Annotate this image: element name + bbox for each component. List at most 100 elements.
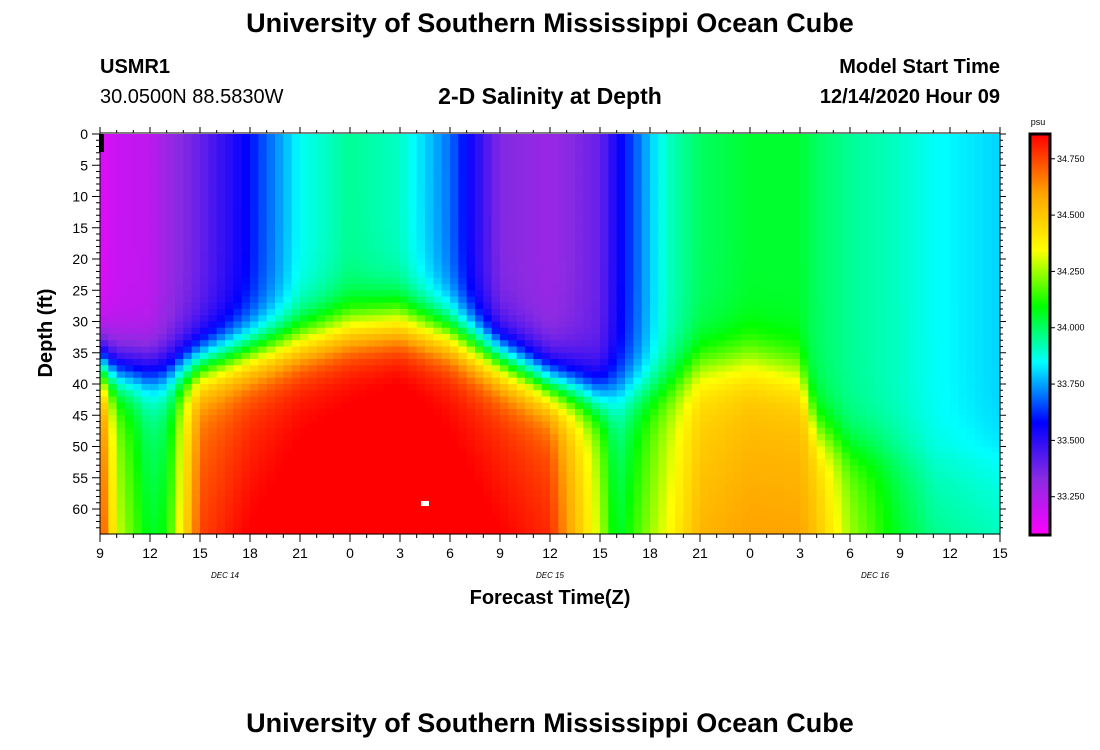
heatmap-cell xyxy=(158,334,168,341)
heatmap-cell xyxy=(283,315,293,323)
heatmap-cell xyxy=(591,371,601,379)
heatmap-cell xyxy=(541,390,551,398)
heatmap-cell xyxy=(466,302,476,310)
heatmap-cell xyxy=(500,352,509,360)
heatmap-cell xyxy=(491,234,501,241)
heatmap-cell xyxy=(650,227,659,235)
heatmap-cell xyxy=(416,221,426,229)
heatmap-cell xyxy=(233,465,243,473)
heatmap-cell xyxy=(383,434,393,441)
heatmap-cell xyxy=(616,234,626,241)
heatmap-cell xyxy=(533,184,543,191)
heatmap-cell xyxy=(258,521,268,529)
heatmap-cell xyxy=(658,434,668,441)
heatmap-cell xyxy=(600,421,609,429)
heatmap-cell xyxy=(650,190,659,198)
heatmap-cell xyxy=(483,459,493,466)
heatmap-cell xyxy=(275,446,284,454)
heatmap-cell xyxy=(191,340,201,348)
heatmap-cell xyxy=(333,246,343,254)
heatmap-cell xyxy=(258,446,268,454)
heatmap-cell xyxy=(375,327,384,335)
heatmap-cell xyxy=(433,471,443,479)
heatmap-cell xyxy=(191,227,201,235)
heatmap-cell xyxy=(225,459,234,466)
heatmap-cell xyxy=(341,284,351,291)
heatmap-cell xyxy=(325,352,334,360)
heatmap-cell xyxy=(191,377,201,385)
heatmap-cell xyxy=(450,527,459,535)
heatmap-cell xyxy=(616,227,626,235)
heatmap-cell xyxy=(500,490,509,498)
heatmap-cell xyxy=(333,234,343,241)
heatmap-cell xyxy=(308,365,318,373)
heatmap-cell xyxy=(325,171,334,179)
heatmap-cell xyxy=(141,134,151,141)
heatmap-cell xyxy=(583,465,593,473)
heatmap-cell xyxy=(133,252,143,260)
heatmap-cell xyxy=(650,284,659,291)
heatmap-cell xyxy=(175,284,184,291)
heatmap-cell xyxy=(508,159,518,166)
heatmap-cell xyxy=(675,252,684,260)
heatmap-cell xyxy=(350,490,359,498)
heatmap-cell xyxy=(325,234,334,241)
heatmap-cell xyxy=(616,165,626,173)
heatmap-cell xyxy=(416,509,426,516)
heatmap-cell xyxy=(175,146,184,154)
heatmap-cell xyxy=(125,240,134,248)
heatmap-cell xyxy=(675,434,684,441)
heatmap-cell xyxy=(700,190,709,198)
heatmap-cell xyxy=(466,452,476,460)
heatmap-cell xyxy=(425,509,434,516)
heatmap-cell xyxy=(483,171,493,179)
heatmap-cell xyxy=(483,346,493,354)
heatmap-cell xyxy=(266,221,276,229)
heatmap-cell xyxy=(675,146,684,154)
heatmap-cell xyxy=(466,465,476,473)
heatmap-cell xyxy=(283,421,293,429)
heatmap-cell xyxy=(291,290,301,298)
heatmap-cell xyxy=(725,340,734,348)
heatmap-cell xyxy=(533,446,543,454)
heatmap-cell xyxy=(175,421,184,429)
heatmap-cell xyxy=(350,415,359,423)
heatmap-cell xyxy=(366,271,376,279)
heatmap-cell xyxy=(533,309,543,316)
heatmap-cell xyxy=(475,277,484,285)
heatmap-cell xyxy=(333,296,343,304)
heatmap-cell xyxy=(483,515,493,523)
heatmap-cell xyxy=(675,315,684,323)
heatmap-cell xyxy=(550,515,559,523)
heatmap-cell xyxy=(216,315,226,323)
heatmap-cell xyxy=(450,265,459,273)
heatmap-cell xyxy=(450,459,459,466)
heatmap-cell xyxy=(100,490,109,498)
heatmap-cell xyxy=(108,196,118,204)
heatmap-cell xyxy=(350,371,359,379)
heatmap-cell xyxy=(658,171,668,179)
heatmap-cell xyxy=(541,240,551,248)
heatmap-cell xyxy=(291,434,301,441)
heatmap-cell xyxy=(691,359,701,366)
heatmap-cell xyxy=(191,234,201,241)
heatmap-cell xyxy=(575,246,584,254)
heatmap-cell xyxy=(133,427,143,435)
heatmap-cell xyxy=(291,496,301,504)
heatmap-cell xyxy=(150,421,159,429)
heatmap-cell xyxy=(608,346,618,354)
heatmap-cell xyxy=(525,409,534,416)
heatmap-cell xyxy=(725,271,734,279)
heatmap-cell xyxy=(741,202,751,210)
heatmap-cell xyxy=(350,409,359,416)
heatmap-cell xyxy=(650,402,659,410)
heatmap-cell xyxy=(725,165,734,173)
heatmap-cell xyxy=(116,190,126,198)
heatmap-cell xyxy=(441,346,451,354)
heatmap-cell xyxy=(650,221,659,229)
heatmap-cell xyxy=(150,352,159,360)
heatmap-cell xyxy=(491,340,501,348)
heatmap-cell xyxy=(691,296,701,304)
heatmap-cell xyxy=(600,340,609,348)
heatmap-cell xyxy=(216,171,226,179)
